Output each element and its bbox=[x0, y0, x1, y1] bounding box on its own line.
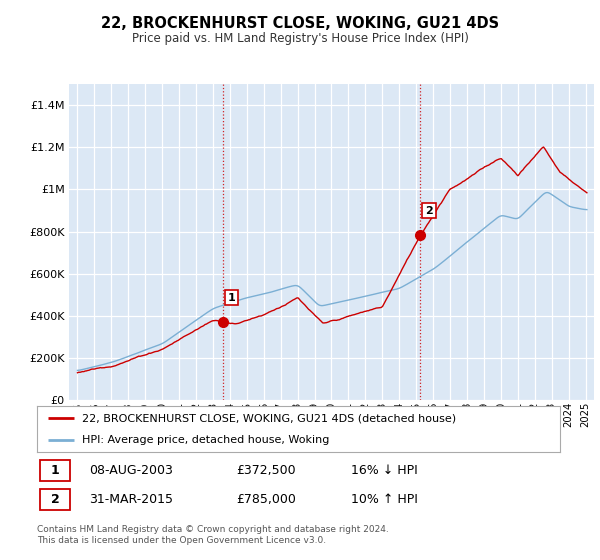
Text: 31-MAR-2015: 31-MAR-2015 bbox=[89, 493, 173, 506]
Text: 22, BROCKENHURST CLOSE, WOKING, GU21 4DS (detached house): 22, BROCKENHURST CLOSE, WOKING, GU21 4DS… bbox=[82, 413, 456, 423]
Text: 08-AUG-2003: 08-AUG-2003 bbox=[89, 464, 173, 477]
FancyBboxPatch shape bbox=[40, 489, 70, 510]
FancyBboxPatch shape bbox=[40, 460, 70, 480]
Text: 1: 1 bbox=[50, 464, 59, 477]
Text: 2: 2 bbox=[425, 206, 433, 216]
Text: 10% ↑ HPI: 10% ↑ HPI bbox=[351, 493, 418, 506]
Text: £372,500: £372,500 bbox=[236, 464, 296, 477]
Text: 22, BROCKENHURST CLOSE, WOKING, GU21 4DS: 22, BROCKENHURST CLOSE, WOKING, GU21 4DS bbox=[101, 16, 499, 31]
Text: £785,000: £785,000 bbox=[236, 493, 296, 506]
Text: 1: 1 bbox=[227, 292, 235, 302]
Text: 16% ↓ HPI: 16% ↓ HPI bbox=[351, 464, 418, 477]
Text: Contains HM Land Registry data © Crown copyright and database right 2024.
This d: Contains HM Land Registry data © Crown c… bbox=[37, 525, 389, 545]
Text: 2: 2 bbox=[50, 493, 59, 506]
Text: Price paid vs. HM Land Registry's House Price Index (HPI): Price paid vs. HM Land Registry's House … bbox=[131, 32, 469, 45]
Text: HPI: Average price, detached house, Woking: HPI: Average price, detached house, Woki… bbox=[82, 435, 329, 445]
